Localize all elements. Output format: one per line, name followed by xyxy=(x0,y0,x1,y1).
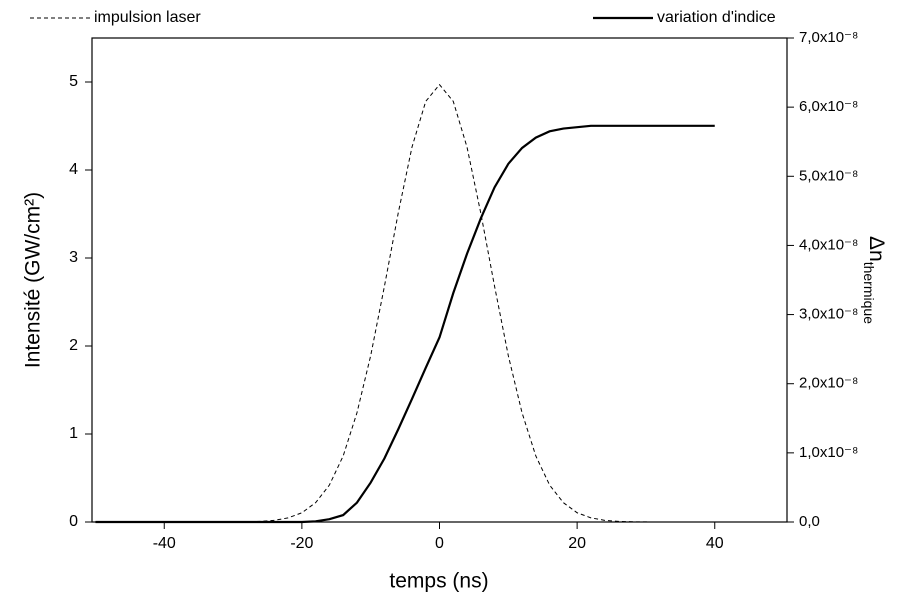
y2-label-sub: thermique xyxy=(861,262,877,324)
legend-label: impulsion laser xyxy=(94,9,201,26)
x-tick-label: 40 xyxy=(706,535,724,552)
y2-tick-label: 5,0x10⁻⁸ xyxy=(799,167,858,184)
x-axis-label: temps (ns) xyxy=(389,570,488,593)
series-line xyxy=(95,83,715,523)
y-tick-label: 3 xyxy=(69,249,78,266)
series-line xyxy=(95,124,715,524)
y2-axis-label: Δnthermique xyxy=(861,236,888,324)
y-tick-label: 2 xyxy=(69,337,78,354)
y2-tick-label: 0,0 xyxy=(799,513,820,530)
y2-tick-label: 7,0x10⁻⁸ xyxy=(799,29,858,46)
y-tick-label: 1 xyxy=(69,425,78,442)
y2-tick-label: 1,0x10⁻⁸ xyxy=(799,444,858,461)
y-axis-label: Intensité (GW/cm²) xyxy=(22,192,45,368)
y-tick-label: 0 xyxy=(69,513,78,530)
x-tick-label: 0 xyxy=(435,535,444,552)
x-tick-label: 20 xyxy=(568,535,586,552)
y2-tick-label: 3,0x10⁻⁸ xyxy=(799,306,858,323)
y2-label-main: Δn xyxy=(865,236,888,262)
x-tick-label: -40 xyxy=(153,535,176,552)
y2-tick-label: 6,0x10⁻⁸ xyxy=(799,98,858,115)
plot-frame xyxy=(91,37,788,523)
x-tick-label: -20 xyxy=(290,535,313,552)
y-tick-label: 4 xyxy=(69,161,78,178)
y2-tick-label: 2,0x10⁻⁸ xyxy=(799,375,858,392)
y2-tick-label: 4,0x10⁻⁸ xyxy=(799,236,858,253)
y-tick-label: 5 xyxy=(69,73,78,90)
legend-label: variation d'indice xyxy=(657,9,776,26)
